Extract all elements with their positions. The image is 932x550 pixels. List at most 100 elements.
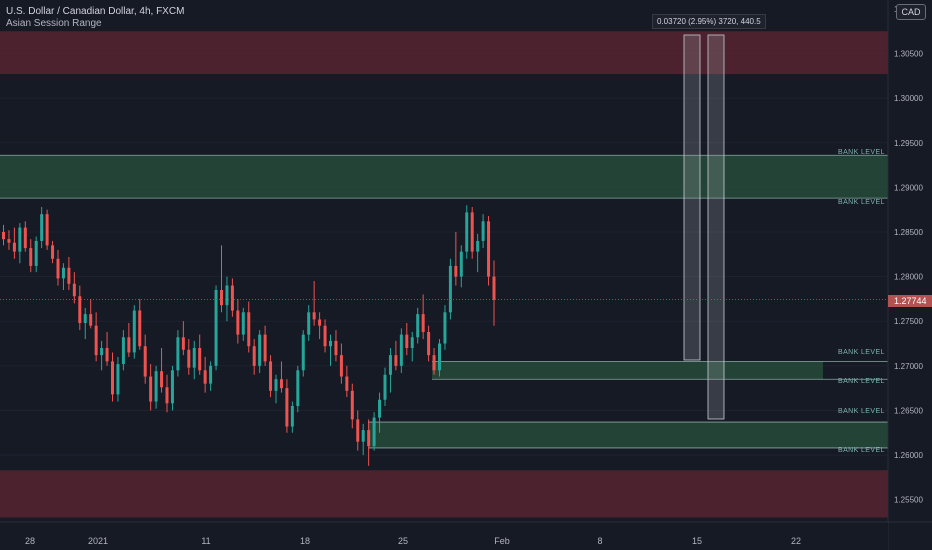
candle-body[interactable] — [34, 240, 38, 266]
candle-body[interactable] — [394, 355, 398, 366]
candle-body[interactable] — [116, 364, 120, 395]
candle-body[interactable] — [247, 312, 251, 347]
candle-body[interactable] — [476, 240, 480, 252]
candle-body[interactable] — [45, 214, 49, 246]
candle-body[interactable] — [143, 346, 147, 377]
candle-body[interactable] — [339, 355, 343, 377]
candle-body[interactable] — [301, 334, 305, 371]
candle-body[interactable] — [165, 387, 169, 404]
candle-body[interactable] — [252, 346, 256, 366]
candle-body[interactable] — [214, 290, 218, 366]
time-tick-label: 15 — [692, 536, 702, 546]
candle-body[interactable] — [438, 343, 441, 371]
candle-body[interactable] — [67, 267, 71, 284]
candle-body[interactable] — [203, 370, 207, 384]
candle-body[interactable] — [170, 370, 174, 404]
candle-body[interactable] — [100, 348, 104, 356]
candle-body[interactable] — [405, 334, 409, 348]
price-scale[interactable] — [888, 0, 932, 550]
candle-body[interactable] — [258, 334, 262, 366]
candle-body[interactable] — [448, 265, 452, 313]
candle-body[interactable] — [40, 214, 44, 241]
candle-body[interactable] — [61, 267, 65, 279]
candle-body[interactable] — [160, 371, 164, 388]
candle-body[interactable] — [56, 258, 60, 279]
candle-body[interactable] — [2, 232, 5, 240]
candle-body[interactable] — [487, 221, 491, 277]
candle-body[interactable] — [279, 379, 283, 389]
candle-body[interactable] — [187, 349, 191, 368]
candle-body[interactable] — [399, 334, 403, 366]
candle-body[interactable] — [225, 285, 229, 306]
candle-body[interactable] — [307, 312, 311, 335]
candle-body[interactable] — [12, 242, 16, 252]
candle-body[interactable] — [323, 325, 327, 347]
price-tick-label: 1.29500 — [894, 139, 923, 148]
candle-body[interactable] — [29, 248, 33, 266]
candle-body[interactable] — [427, 331, 431, 356]
candle-body[interactable] — [192, 348, 196, 368]
candle-body[interactable] — [416, 314, 420, 338]
candle-body[interactable] — [470, 212, 474, 252]
candle-body[interactable] — [111, 361, 114, 395]
candle-body[interactable] — [23, 227, 27, 249]
candle-body[interactable] — [383, 374, 387, 400]
candle-body[interactable] — [263, 334, 267, 362]
candle-body[interactable] — [138, 310, 142, 347]
candle-body[interactable] — [361, 430, 365, 442]
candle-body[interactable] — [241, 312, 245, 335]
candle-body[interactable] — [296, 370, 300, 406]
candle-body[interactable] — [72, 283, 76, 297]
candle-body[interactable] — [94, 325, 98, 356]
candle-body[interactable] — [388, 355, 392, 375]
candle-body[interactable] — [176, 337, 180, 371]
candle-body[interactable] — [220, 290, 223, 306]
candle-body[interactable] — [290, 406, 294, 427]
candle-body[interactable] — [492, 276, 496, 300]
candle-body[interactable] — [89, 314, 93, 326]
candle-body[interactable] — [83, 314, 87, 324]
candle-body[interactable] — [132, 310, 136, 353]
candle-body[interactable] — [329, 340, 332, 347]
symbol-title[interactable]: U.S. Dollar / Canadian Dollar, 4h, FXCM — [6, 6, 185, 17]
candle-body[interactable] — [443, 312, 447, 344]
candle-body[interactable] — [378, 399, 382, 418]
candle-body[interactable] — [367, 430, 371, 447]
candle-body[interactable] — [230, 285, 234, 311]
candle-body[interactable] — [181, 337, 185, 350]
candle-body[interactable] — [51, 245, 55, 259]
candle-body[interactable] — [154, 371, 158, 402]
candle-body[interactable] — [78, 296, 82, 324]
candle-body[interactable] — [285, 388, 289, 427]
candle-body[interactable] — [274, 379, 278, 391]
candle-body[interactable] — [421, 314, 425, 332]
candle-body[interactable] — [149, 376, 153, 402]
candle-body[interactable] — [121, 337, 125, 365]
time-scale[interactable] — [0, 522, 888, 550]
indicator-name[interactable]: Asian Session Range — [6, 18, 102, 29]
candle-body[interactable] — [105, 348, 109, 362]
candle-body[interactable] — [334, 340, 338, 356]
candle-body[interactable] — [269, 361, 273, 391]
candle-body[interactable] — [127, 337, 131, 353]
candle-body[interactable] — [372, 417, 376, 447]
candle-body[interactable] — [18, 227, 22, 252]
candle-body[interactable] — [465, 212, 469, 252]
candle-body[interactable] — [209, 365, 213, 384]
candle-body[interactable] — [350, 390, 354, 420]
candle-body[interactable] — [198, 348, 202, 371]
candle-body[interactable] — [410, 337, 414, 348]
currency-badge[interactable]: CAD — [896, 4, 926, 20]
candle-body[interactable] — [454, 265, 458, 277]
candle-body[interactable] — [236, 310, 240, 335]
candle-body[interactable] — [312, 312, 316, 320]
candle-body[interactable] — [459, 251, 463, 277]
candle-body[interactable] — [432, 355, 436, 371]
candle-body[interactable] — [7, 239, 11, 243]
candle-body[interactable] — [345, 376, 349, 391]
candle-body[interactable] — [318, 319, 322, 326]
candle-body[interactable] — [356, 419, 360, 442]
candle-body[interactable] — [481, 221, 485, 241]
